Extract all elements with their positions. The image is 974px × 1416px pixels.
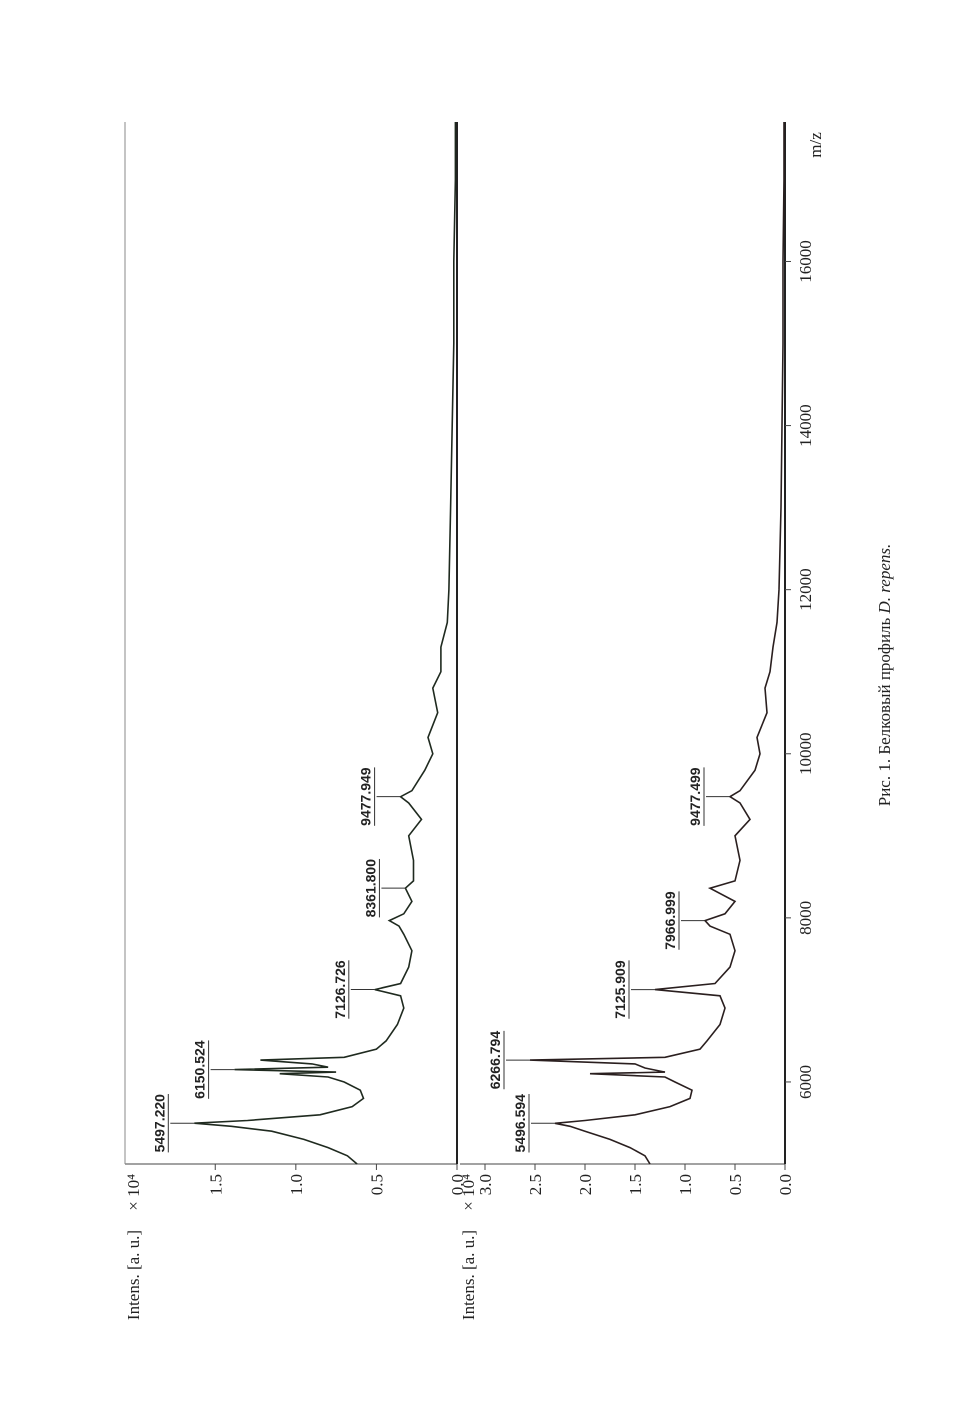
peak-label: 6150.524 <box>192 1040 208 1099</box>
y-tick-label: 0.0 <box>776 1174 795 1195</box>
y-tick-label: 1.0 <box>676 1174 695 1195</box>
x-tick-label: 8000 <box>796 901 815 935</box>
x-tick-label: 14000 <box>796 404 815 447</box>
caption-prefix: Рис. 1. Белковый профиль <box>875 613 894 806</box>
x-axis-label: m/z <box>806 132 825 158</box>
y-axis-label: Intens. [a. u.] <box>124 1230 143 1320</box>
peak-label: 7966.999 <box>662 891 678 950</box>
peak-label: 9477.949 <box>358 767 374 826</box>
peak-label: 5496.594 <box>512 1094 528 1153</box>
peak-label: 7126.726 <box>332 960 348 1019</box>
y-tick-label: 0.0 <box>448 1174 467 1195</box>
caption: Рис. 1. Белковый профиль D. repens. <box>875 544 894 807</box>
peak-label: 7125.909 <box>612 960 628 1019</box>
y-tick-label: 1.5 <box>206 1174 225 1195</box>
y-tick-label: 3.0 <box>476 1174 495 1195</box>
peak-label: 8361.800 <box>362 859 378 918</box>
y-tick-label: 0.5 <box>726 1174 745 1195</box>
y-axis-label: Intens. [a. u.] <box>459 1230 478 1320</box>
y-tick-label: 2.5 <box>526 1174 545 1195</box>
y-tick-label: 1.5 <box>626 1174 645 1195</box>
y-multiplier: × 10⁴ <box>124 1174 143 1211</box>
x-tick-label: 6000 <box>796 1065 815 1099</box>
y-multiplier: × 10⁴ <box>459 1174 478 1211</box>
y-tick-label: 0.5 <box>367 1174 386 1195</box>
x-tick-label: 16000 <box>796 240 815 283</box>
caption-species: D. repens. <box>875 544 894 615</box>
x-tick-label: 10000 <box>796 733 815 776</box>
x-tick-label: 12000 <box>796 568 815 611</box>
peak-label: 9477.499 <box>687 767 703 826</box>
peak-label: 5497.220 <box>151 1094 167 1153</box>
spectrum-line <box>529 122 785 1165</box>
y-tick-label: 1.0 <box>287 1174 306 1195</box>
y-tick-label: 2.0 <box>576 1174 595 1195</box>
peak-label: 6266.794 <box>487 1031 503 1090</box>
rotated-frame: Рис. 1. Белковый профиль D. repens. 0.0 0… <box>124 122 894 1320</box>
spectrum-line <box>194 122 457 1165</box>
